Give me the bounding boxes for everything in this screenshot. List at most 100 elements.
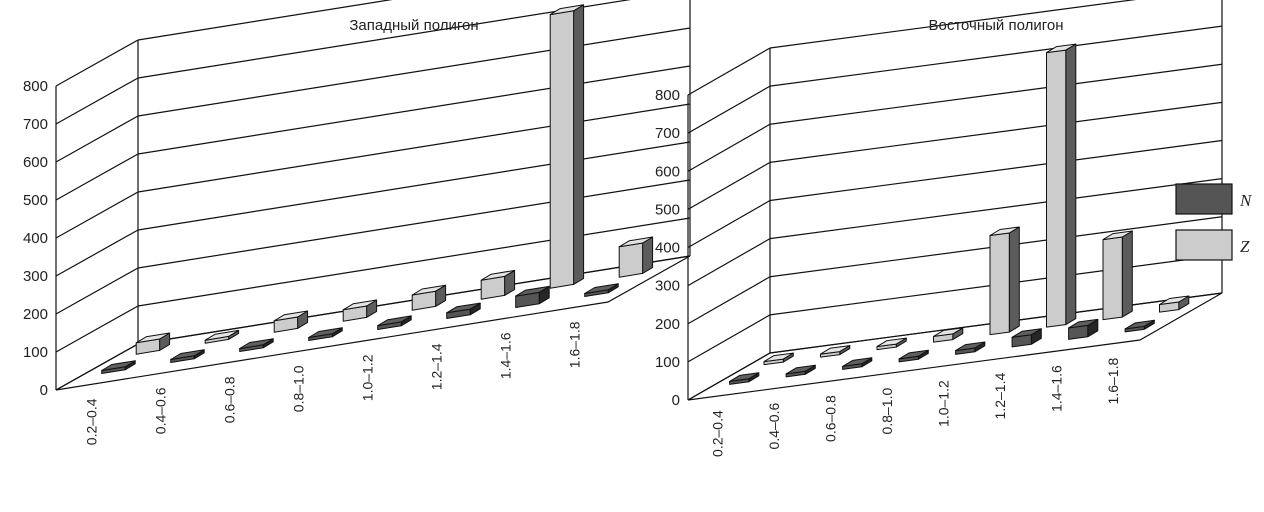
- legend-label: Z: [1240, 237, 1250, 256]
- x-tick-label: 0.4–0.6: [153, 387, 169, 434]
- x-tick-label: 0.8–1.0: [879, 388, 895, 435]
- y-tick-label: 100: [655, 354, 680, 371]
- bar-top: [377, 315, 412, 327]
- bar-N-0.6–0.8: [842, 357, 873, 370]
- legend-swatch: [1175, 183, 1233, 215]
- bar-top: [729, 372, 760, 382]
- chart-panel-2: 0 100 200 300 400 500 600 700 800 Восточный полиг…: [655, 0, 1223, 457]
- x-tick-label: 1.0–1.2: [935, 380, 951, 427]
- x-tick-label: 1.4–1.6: [1048, 365, 1064, 412]
- x-tick-label: 1.2–1.4: [992, 373, 1008, 420]
- bar-N-0.2–0.4: [729, 372, 760, 385]
- gridline-back: [769, 139, 1223, 202]
- bar-N-1.6–1.8: [1124, 319, 1155, 333]
- gridline-side: [55, 39, 139, 87]
- y-tick-label: 400: [655, 240, 680, 257]
- x-tick-label: 1.2–1.4: [429, 343, 445, 390]
- bar-top: [763, 352, 794, 363]
- y-tick-label: 800: [655, 87, 680, 104]
- bar-Z-1.4–1.6: [1102, 230, 1133, 321]
- x-tick-label: 0.2–0.4: [709, 410, 725, 457]
- bar-N-1.2–1.4: [1011, 328, 1042, 348]
- legend-label: N: [1239, 191, 1253, 210]
- gridline-side: [55, 267, 139, 315]
- y-tick-label: 100: [23, 344, 48, 361]
- gridline-side: [687, 199, 771, 249]
- y-tick-label: 700: [655, 125, 680, 142]
- bar-top: [204, 329, 240, 341]
- bar-top: [989, 226, 1020, 236]
- bar-top: [842, 357, 873, 367]
- y-tick-label: 500: [655, 201, 680, 218]
- gridline-back: [769, 178, 1223, 240]
- bar-top: [342, 299, 378, 311]
- gridline-back: [769, 101, 1223, 163]
- bar-side: [1121, 230, 1133, 318]
- x-tick-label: 0.8–1.0: [291, 365, 307, 412]
- x-tick-label: 0.4–0.6: [766, 403, 782, 450]
- y-tick-label: 200: [655, 316, 680, 333]
- bar-top: [1011, 328, 1042, 338]
- y-tick-label: 0: [40, 382, 48, 399]
- gridline-side: [687, 314, 771, 363]
- bar-top: [135, 332, 171, 344]
- bar-N-0.4–0.6: [170, 349, 205, 363]
- bar-top: [446, 302, 481, 314]
- bar-Z-1.6–1.8: [1159, 295, 1190, 313]
- gridline-back: [137, 65, 691, 155]
- bar-N-1.2–1.4: [446, 302, 481, 319]
- bar-N-0.6–0.8: [239, 338, 274, 352]
- y-tick-label: 800: [23, 78, 48, 95]
- bar-top: [1159, 295, 1190, 305]
- x-tick-label: 0.2–0.4: [84, 398, 100, 445]
- y-tick-label: 600: [655, 163, 680, 180]
- bar-top: [308, 327, 343, 338]
- bar-Z-0.8–1.0: [933, 327, 964, 343]
- bar-N-1.6–1.8: [584, 283, 619, 297]
- gridline-side: [687, 161, 771, 210]
- bar-Z-0.4–0.6: [204, 329, 240, 344]
- y-tick-label: 700: [23, 116, 48, 133]
- gridline-back: [137, 27, 691, 117]
- bar-N-1.0–1.2: [955, 341, 986, 355]
- bar-top: [785, 364, 816, 375]
- bar-side: [573, 4, 585, 285]
- bar-Z-1.6–1.8: [618, 236, 654, 278]
- bar-top: [101, 360, 136, 371]
- y-tick-label: 0: [672, 392, 680, 409]
- gridline-side: [687, 238, 771, 287]
- bar-Z-0.4–0.6: [820, 345, 851, 358]
- bar-side: [1008, 226, 1020, 333]
- bar-top: [239, 338, 274, 349]
- floor: [687, 292, 1223, 401]
- bar-N-1.0–1.2: [377, 315, 412, 330]
- gridline-back: [769, 63, 1223, 125]
- bar-top: [515, 285, 550, 297]
- legend-swatch: [1175, 229, 1233, 261]
- gridline-back: [137, 179, 691, 269]
- chart-title: Западный полигон: [349, 17, 478, 34]
- floor: [55, 255, 691, 391]
- bar-front: [1046, 49, 1067, 328]
- bar-front: [549, 10, 575, 289]
- bar-front: [618, 242, 644, 278]
- bar-top: [1124, 319, 1155, 330]
- gridline-back: [769, 25, 1223, 87]
- bar-side: [1065, 43, 1077, 326]
- bar-top: [1046, 43, 1077, 54]
- bar-Z-1.0–1.2: [989, 226, 1020, 336]
- bar-front: [989, 232, 1010, 336]
- bar-top: [820, 345, 851, 355]
- bar-Z-0.2–0.4: [763, 352, 794, 366]
- gridline-side: [55, 153, 139, 201]
- bar-top: [898, 349, 929, 360]
- gridline-side: [55, 191, 139, 239]
- bar-N-0.4–0.6: [785, 364, 816, 378]
- y-tick-label: 200: [23, 306, 48, 323]
- bar-Z-0.6–0.8: [273, 310, 309, 333]
- y-tick-label: 600: [23, 154, 48, 171]
- bar-top: [411, 284, 447, 296]
- bar-top: [1068, 318, 1099, 329]
- gridline-back: [137, 103, 691, 193]
